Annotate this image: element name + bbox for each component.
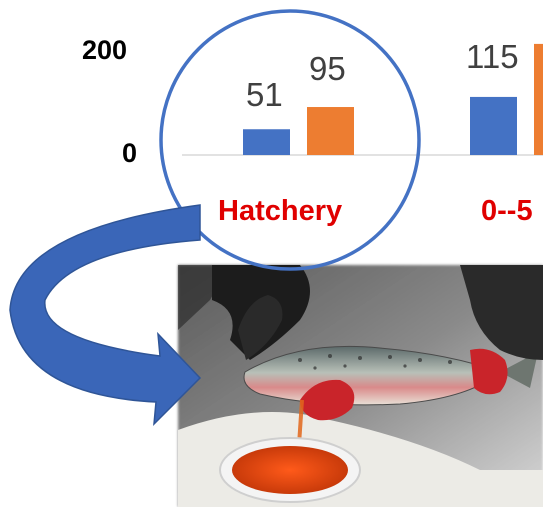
y-tick-label-200: 200 <box>82 35 128 65</box>
category-label-0-5: 0--5 <box>481 195 533 227</box>
highlight-circle <box>159 9 421 271</box>
y-tick-label-0: 0 <box>122 138 138 168</box>
data-label-0-5-series1: 115 <box>466 38 519 75</box>
data-label-hatchery-series1: 51 <box>246 76 283 113</box>
bar-0-5-series2 <box>534 43 543 155</box>
bar-0-5-series1 <box>470 96 517 155</box>
data-label-hatchery-series2: 95 <box>309 50 346 87</box>
category-label-hatchery: Hatchery <box>218 195 343 227</box>
bar-hatchery-series2 <box>307 107 354 155</box>
bar-hatchery-series1 <box>243 129 290 155</box>
curved-arrow-icon <box>9 204 202 426</box>
fish-photo <box>178 265 543 507</box>
